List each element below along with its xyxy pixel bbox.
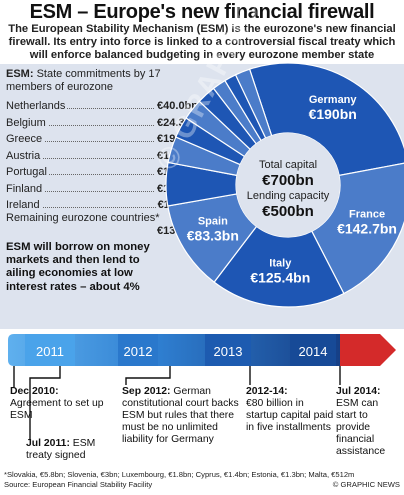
timeline-years: 2011 2012 2013 2014 (36, 344, 327, 359)
borrow-note: ESM will borrow on money markets and the… (6, 241, 150, 293)
country-value: €40.0bn (155, 99, 198, 113)
event-jul-2011: Jul 2011: ESM treaty signed (26, 438, 111, 462)
timeline-year-2013: 2013 (214, 344, 243, 359)
timeline-band (8, 334, 340, 366)
leader-dots (6, 190, 198, 192)
remaining-label: Remaining eurozone countries* (6, 212, 160, 224)
country-name: Finland (6, 181, 45, 196)
slice-value-germany: €190bn (309, 106, 357, 122)
event-text: German constitutional court backs ESM bu… (122, 386, 239, 445)
country-name: Greece (6, 132, 45, 146)
slice-name-france: France (349, 209, 385, 221)
pie-center-disc (236, 133, 340, 237)
tick-jul-2011 (29, 366, 61, 440)
timeline-year-2014: 2014 (299, 344, 328, 359)
slice-value-italy: €125.4bn (250, 270, 310, 286)
event-dec-2010: Dec 2010: Agreement to set up ESM (10, 386, 110, 422)
country-name: Austria (6, 148, 43, 163)
copyright: © GRAPHIC NEWS (332, 480, 400, 489)
timeline-segment-2011 (25, 334, 75, 366)
leader-dots (6, 207, 198, 208)
leader-dots (6, 124, 198, 126)
country-name: Netherlands (6, 99, 68, 113)
esm-label: ESM: (6, 68, 34, 80)
country-name: Belgium (6, 115, 48, 130)
center-lending-label: Lending capacity (247, 190, 330, 202)
page-title: ESM – Europe's new financial firewall (29, 1, 375, 23)
leader-dots (6, 108, 198, 109)
slice-value-france: €142.7bn (337, 221, 397, 237)
event-2012-14: 2012-14: €80 billion in startup capital … (246, 386, 334, 434)
leader-dots (6, 141, 198, 142)
timeline-year-2012: 2012 (124, 344, 153, 359)
country-name: Portugal (6, 165, 49, 179)
event-date: Dec 2010: (10, 386, 59, 397)
center-lending-value: €500bn (262, 203, 314, 220)
center-total-label: Total capital (259, 159, 317, 171)
timeline-bar: 2011 2012 2013 2014 (8, 334, 396, 440)
timeline-arrow (340, 334, 396, 366)
event-text: ESM treaty signed (26, 438, 96, 461)
tick-sep-2012 (125, 366, 171, 385)
country-row-netherlands: Netherlands €40.0bn (6, 99, 198, 113)
timeline-segment-2012 (118, 334, 158, 366)
source: Source: European Financial Stability Fac… (4, 480, 153, 489)
leader-dots (6, 174, 198, 175)
event-sep-2012: Sep 2012: German constitutional court ba… (122, 386, 240, 446)
event-text: €80 billion in startup capital paid in f… (246, 398, 334, 433)
pie-chart: Germany€190bn France€142.7bn Italy€125.4bn… (165, 62, 404, 308)
esm-heading: ESM: State commitments by 17 members of … (6, 68, 196, 94)
leader-dots (6, 157, 198, 159)
event-date: Jul 2011: (26, 438, 70, 449)
event-date: Jul 2014: (336, 386, 381, 397)
esm-description: State commitments by 17 members of euroz… (6, 68, 161, 93)
slice-value-spain: €83.3bn (187, 228, 239, 244)
timeline-segment-2014 (290, 334, 336, 366)
timeline-ticks (13, 366, 341, 440)
slice-name-germany: Germany (309, 94, 358, 106)
event-date: Sep 2012: (122, 386, 171, 397)
event-text: Agreement to set up ESM (10, 398, 104, 421)
event-text: ESM can start to provide financial assis… (336, 398, 386, 457)
country-name: Ireland (6, 198, 42, 212)
center-total-value: €700bn (262, 172, 314, 189)
slice-name-italy: Italy (269, 258, 292, 270)
pie-slices (165, 62, 404, 308)
subtitle: The European Stability Mechanism (ESM) i… (8, 23, 396, 61)
slice-name-spain: Spain (198, 216, 228, 228)
event-jul-2014: Jul 2014: ESM can start to provide finan… (336, 386, 400, 458)
event-date: 2012-14: (246, 386, 288, 397)
timeline-year-2011: 2011 (36, 344, 64, 359)
footnote: *Slovakia, €5.8bn; Slovenia, €3bn; Luxem… (4, 470, 355, 479)
pie-slice-labels: Germany€190bn France€142.7bn Italy€125.4bn… (187, 94, 397, 285)
timeline-segment-2013 (205, 334, 251, 366)
